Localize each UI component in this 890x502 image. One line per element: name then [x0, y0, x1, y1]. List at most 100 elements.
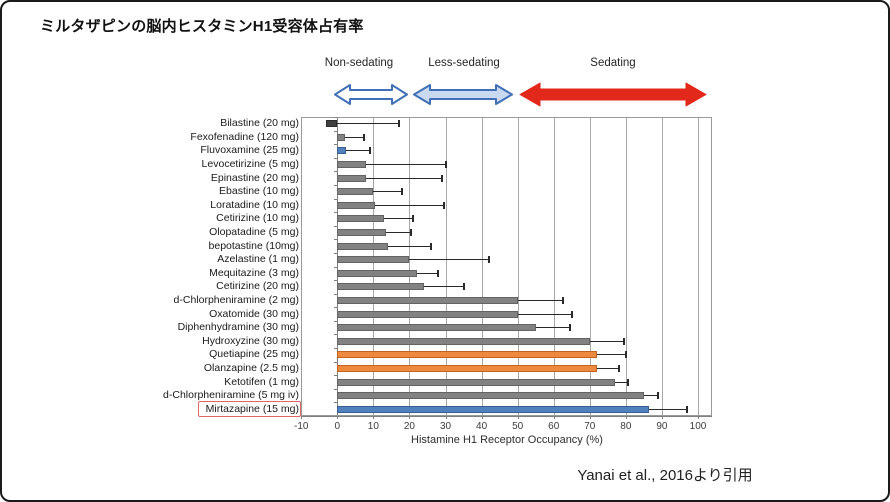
category-label: Epinastine (20 mg)	[210, 171, 299, 184]
gridline	[661, 117, 663, 416]
bar-gray	[337, 188, 374, 196]
error-bar-cap	[487, 256, 490, 264]
error-bar	[517, 299, 563, 301]
category-tick	[334, 130, 338, 132]
bar-gray	[337, 296, 518, 304]
error-bar-cap	[570, 310, 573, 318]
category-label: bepotastine (10mg)	[208, 239, 299, 252]
gridline	[409, 117, 411, 416]
error-bar-cap	[397, 120, 400, 128]
category-label: Bilastine (20 mg)	[220, 117, 299, 130]
category-tick	[334, 157, 338, 159]
category-label: Fluvoxamine (25 mg)	[200, 144, 299, 157]
error-bar	[597, 354, 626, 356]
gridline	[589, 117, 591, 416]
bar-gray	[337, 337, 590, 345]
bar-gray	[337, 133, 345, 141]
x-tick-label: 10	[367, 421, 379, 432]
error-bar	[337, 123, 399, 125]
error-bar	[649, 408, 688, 410]
category-tick	[334, 225, 338, 227]
error-bar-cap	[401, 188, 404, 196]
category-tick	[334, 252, 338, 254]
category-label: Cetirizine (20 mg)	[216, 280, 299, 293]
bar-blue	[337, 147, 347, 155]
x-axis-tick	[337, 416, 339, 419]
error-bar	[385, 232, 412, 234]
category-label: Azelastine (1 mg)	[217, 253, 299, 266]
error-bar	[409, 259, 489, 261]
category-tick	[334, 280, 338, 282]
x-axis-tick	[301, 416, 303, 419]
category-tick	[334, 293, 338, 295]
category-tick	[334, 388, 338, 390]
category-label: Fexofenadine (120 mg)	[190, 130, 299, 143]
category-label: d-Chlorpheniramine (5 mg iv)	[163, 389, 299, 402]
error-bar	[375, 204, 444, 206]
error-bar	[517, 313, 572, 315]
bar-gray	[337, 310, 518, 318]
error-bar-cap	[686, 405, 689, 413]
category-tick	[334, 184, 338, 186]
x-axis-tick	[481, 416, 483, 419]
category-label: Mequitazine (3 mg)	[209, 266, 299, 279]
plot-area-border	[301, 117, 712, 416]
category-tick	[334, 198, 338, 200]
category-label: Olopatadine (5 mg)	[209, 226, 299, 239]
x-axis-tick	[409, 416, 411, 419]
error-bar-cap	[561, 296, 564, 304]
category-tick	[334, 212, 338, 214]
citation-text: Yanai et al., 2016より引用	[577, 467, 753, 484]
x-axis-tick	[517, 416, 519, 419]
category-tick	[334, 239, 338, 241]
label-sedating: Sedating	[590, 57, 636, 69]
sedating-arrow-icon	[519, 81, 707, 113]
x-tick-label: 30	[439, 421, 452, 432]
category-tick	[334, 320, 338, 322]
x-tick-label: 60	[548, 421, 560, 432]
error-bar	[366, 164, 446, 166]
error-bar	[597, 367, 619, 369]
x-axis-line	[301, 416, 712, 417]
category-tick	[334, 361, 338, 363]
x-tick-label: 70	[584, 421, 596, 432]
category-label: Quetiapine (25 mg)	[209, 348, 299, 361]
x-tick-label: 0	[334, 421, 341, 432]
error-bar-cap	[363, 133, 366, 141]
x-axis-tick	[661, 416, 663, 419]
error-bar	[373, 191, 403, 193]
bar-gray	[337, 174, 367, 182]
less-sedating-arrow-icon	[413, 83, 513, 111]
gridline	[553, 117, 555, 416]
gridline	[625, 117, 627, 416]
error-bar	[589, 340, 625, 342]
error-bar	[344, 136, 365, 138]
category-label: Ebastine (10 mg)	[219, 185, 299, 198]
x-axis-tick	[625, 416, 627, 419]
category-label: Levocetirizine (5 mg)	[201, 158, 299, 171]
category-label: Cetirizine (10 mg)	[216, 212, 299, 225]
bar-blue	[337, 405, 650, 413]
error-bar-cap	[442, 201, 445, 209]
x-axis-title: Histamine H1 Receptor Occupancy (%)	[411, 434, 603, 446]
error-bar-cap	[437, 269, 440, 277]
x-axis-tick	[445, 416, 447, 419]
gridline	[481, 117, 483, 416]
label-less-sedating: Less-sedating	[428, 57, 500, 69]
bar-orange	[337, 364, 597, 372]
bar-gray	[337, 378, 616, 386]
category-label: Mirtazapine (15 mg)	[205, 402, 299, 415]
bar-gray	[337, 392, 644, 400]
x-axis-tick	[589, 416, 591, 419]
error-bar-cap	[440, 174, 443, 182]
category-tick	[334, 402, 338, 404]
highlighted-category-box	[198, 400, 301, 417]
error-bar	[384, 218, 414, 220]
category-tick	[334, 307, 338, 309]
bar-gray	[337, 283, 424, 291]
page-title: ミルタザピンの脳内ヒスタミンH1受容体占有率	[40, 18, 364, 35]
x-tick-label: 80	[620, 421, 632, 432]
category-tick	[334, 117, 338, 118]
bar-dark	[326, 120, 338, 128]
